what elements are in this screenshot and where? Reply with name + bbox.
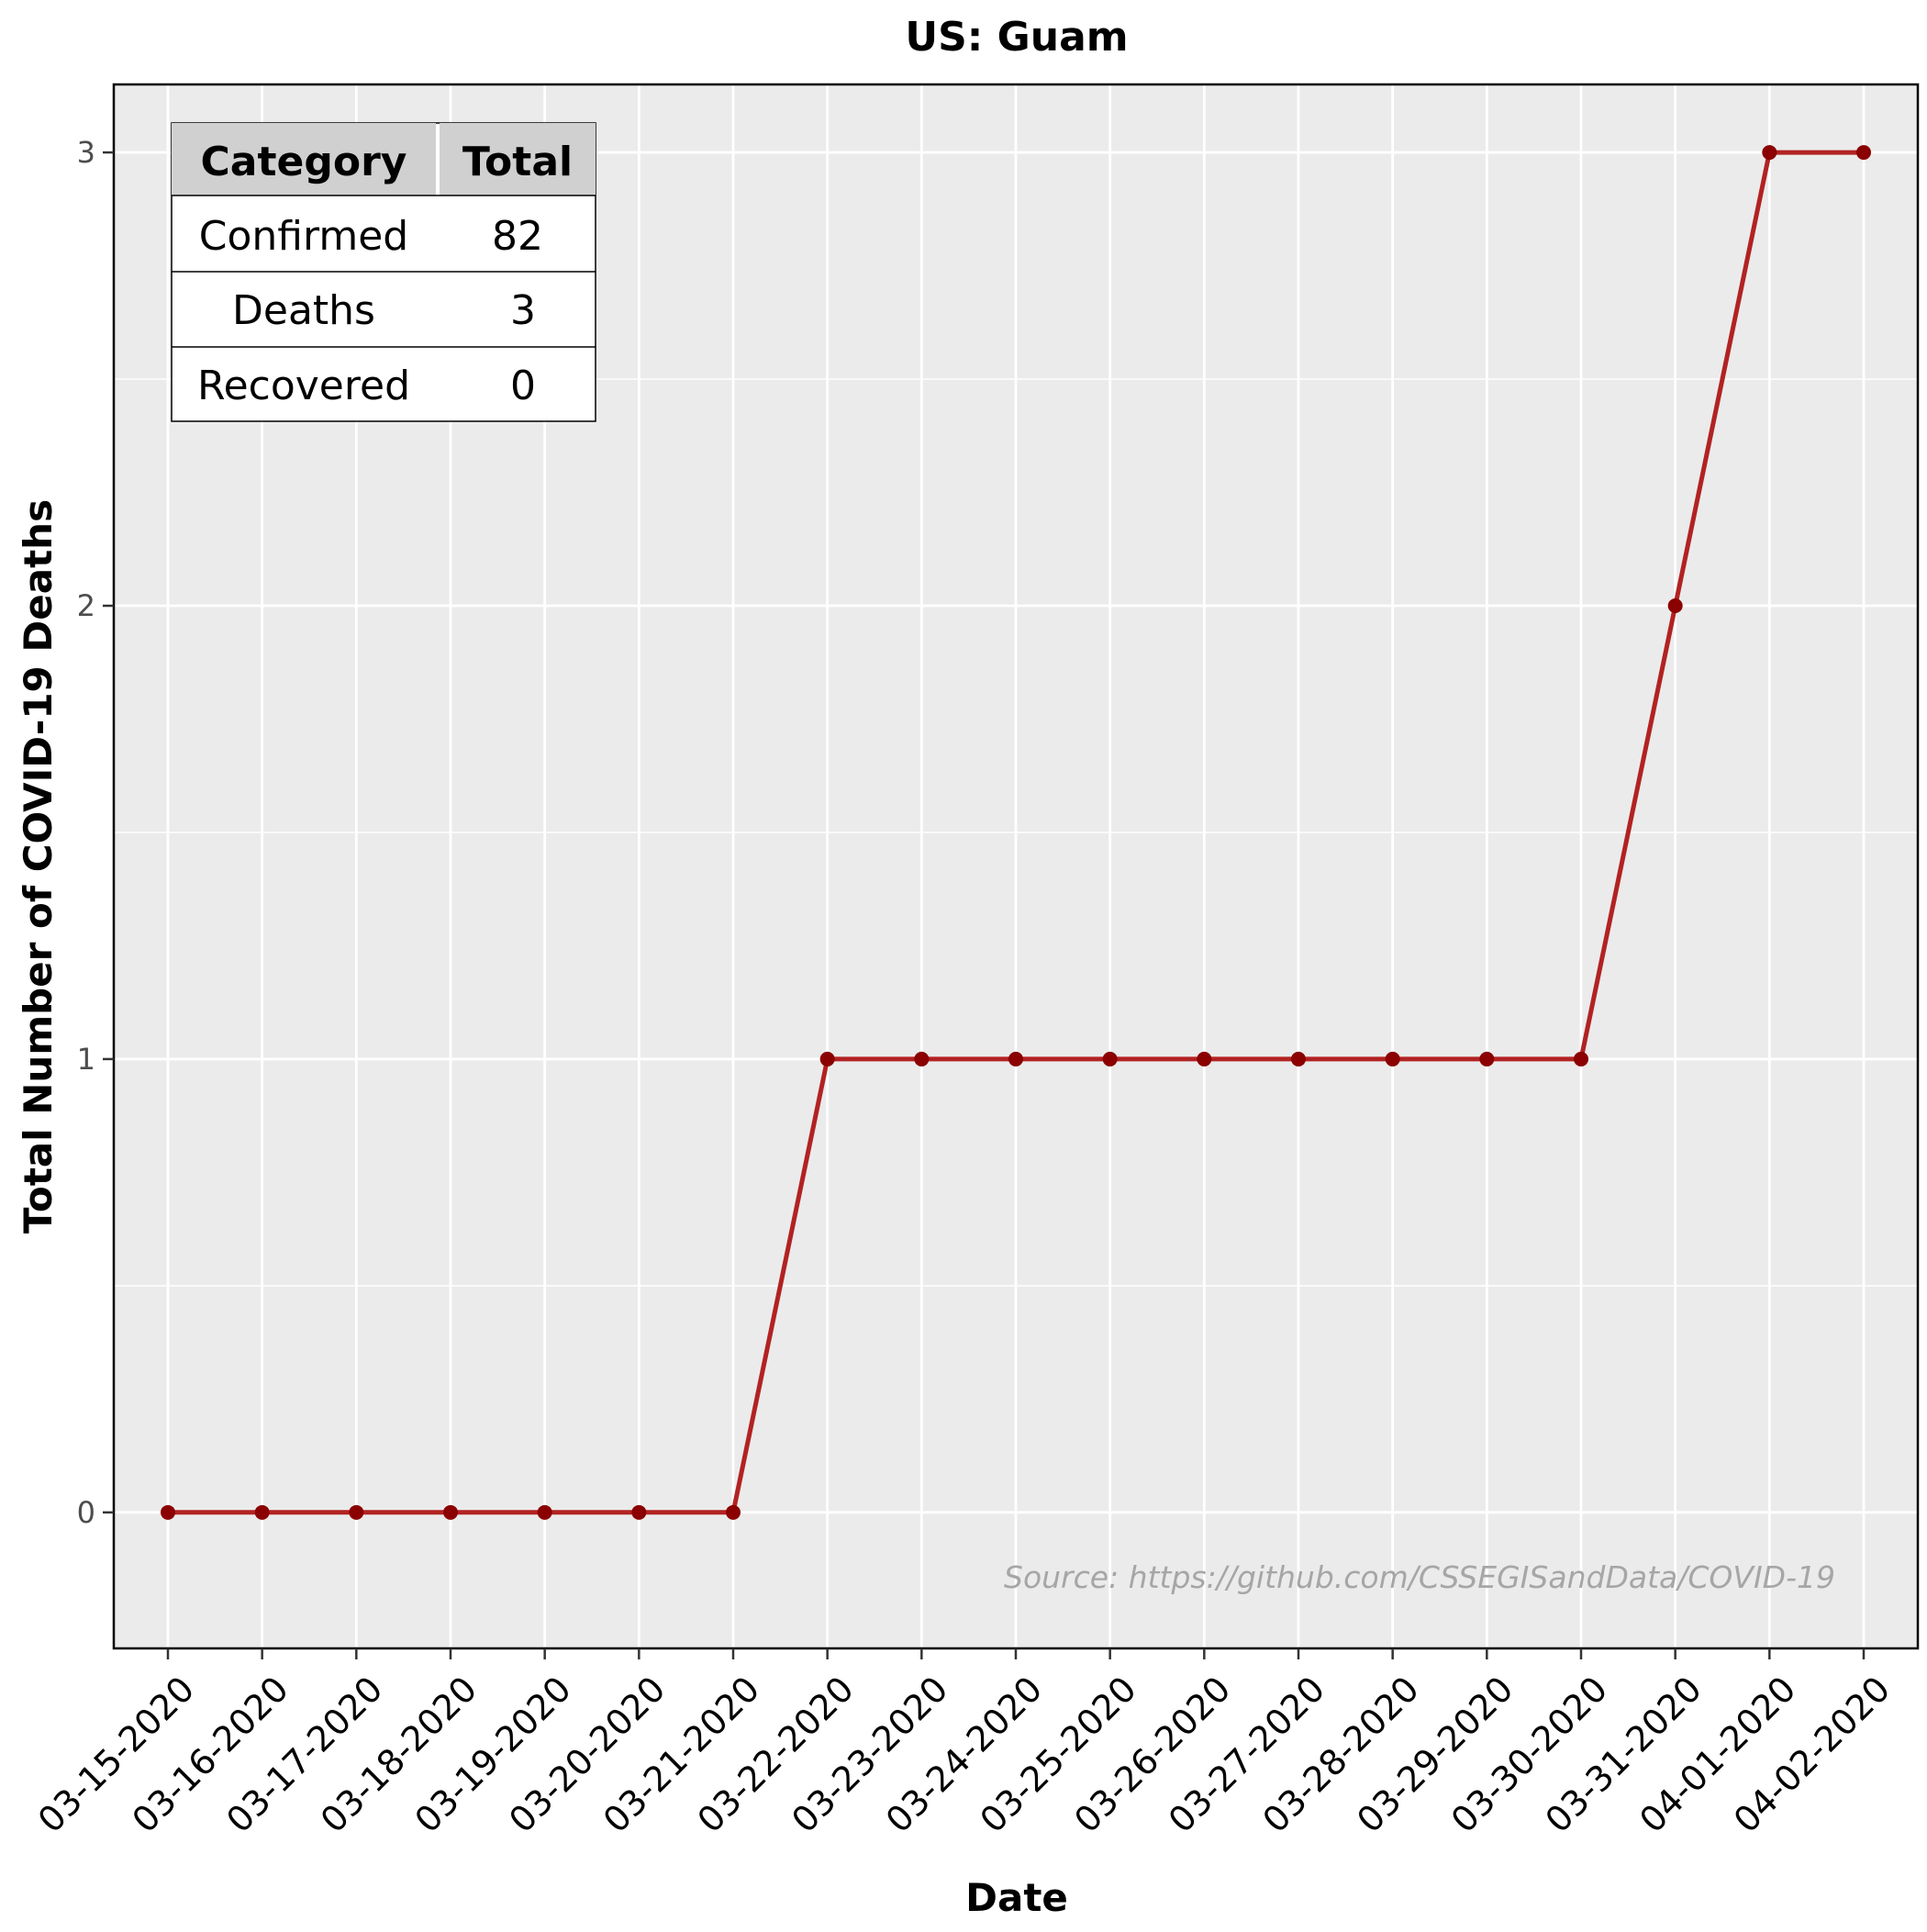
chart-title: US: Guam <box>905 14 1128 61</box>
y-tick-label: 2 <box>77 588 95 623</box>
data-point <box>161 1504 175 1520</box>
data-point <box>1762 145 1777 161</box>
grid-major <box>114 84 1918 1648</box>
summary-table-header: Category <box>201 139 407 185</box>
series-layer <box>161 145 1871 1520</box>
data-point <box>726 1504 741 1520</box>
data-point <box>1479 1051 1495 1067</box>
x-axis-title: Date <box>965 1875 1068 1920</box>
y-tick-label: 3 <box>77 135 95 170</box>
data-point <box>631 1504 647 1520</box>
summary-table-header: Total <box>462 139 573 185</box>
data-point <box>914 1051 930 1067</box>
data-point <box>443 1504 458 1520</box>
data-point <box>349 1504 364 1520</box>
source-annotation: Source: https://github.com/CSSEGISandDat… <box>1004 1559 1835 1595</box>
data-point <box>1574 1051 1588 1067</box>
data-point <box>537 1504 552 1520</box>
summary-table-category: Confirmed <box>199 213 408 260</box>
summary-table: Category Total Confirmed 82 Deaths 3 Rec… <box>171 122 596 422</box>
summary-table-total: 0 <box>510 363 536 409</box>
data-point <box>1291 1051 1306 1067</box>
data-point <box>1197 1051 1212 1067</box>
y-axis: 0 1 2 3 <box>77 135 114 1530</box>
summary-table-total: 82 <box>492 213 543 260</box>
summary-table-total: 3 <box>510 287 536 334</box>
y-tick-label: 1 <box>77 1042 95 1077</box>
summary-table-category: Deaths <box>232 287 375 334</box>
y-axis-title: Total Number of COVID-19 Deaths <box>16 499 61 1234</box>
data-point <box>1008 1051 1023 1067</box>
y-tick-label: 0 <box>77 1495 95 1530</box>
data-point <box>1385 1051 1400 1067</box>
summary-table-header-cell <box>440 123 596 195</box>
data-point <box>819 1051 835 1067</box>
data-point <box>1856 145 1871 161</box>
summary-table-category: Recovered <box>197 363 410 409</box>
data-point <box>1667 598 1683 613</box>
summary-table-header-cell <box>172 123 436 195</box>
data-point <box>1102 1051 1118 1067</box>
data-point <box>254 1504 270 1520</box>
